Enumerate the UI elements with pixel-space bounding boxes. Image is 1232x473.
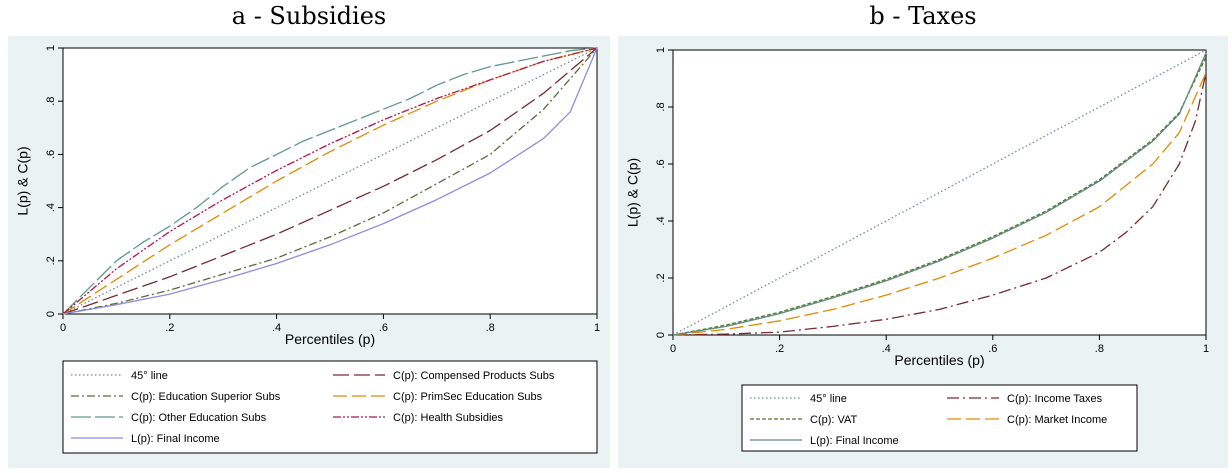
series-line-1 (62, 47, 598, 315)
legend-label-2: C(p): Education Superior Subs (131, 391, 281, 403)
y-tick-label: .2 (45, 256, 57, 265)
plot-area (672, 49, 1207, 336)
y-tick-label: 1 (45, 45, 57, 51)
x-tick-label: 0 (60, 322, 66, 334)
x-tick-label: 1 (594, 322, 600, 334)
y-tick-label: .4 (655, 216, 667, 225)
y-tick-label: .8 (45, 97, 57, 106)
chart-panel-b: 0 .2 .4 .6 .8 1 0 .2 .4 .6 .8 1 Percentiles (p) L(p) … (618, 36, 1228, 468)
legend-label-1: C(p): Compensed Products Subs (393, 370, 555, 382)
legend-label-3: C(p): PrimSec Education Subs (393, 391, 543, 403)
x-axis-label: Percentiles (p) (894, 352, 984, 368)
x-tick-label: .8 (486, 322, 495, 334)
legend-label-4: C(p): Other Education Subs (131, 412, 267, 424)
x-tick-label: 0 (670, 343, 676, 355)
legend-label-0: 45° line (131, 370, 168, 382)
series-line-1 (672, 72, 1207, 336)
series-line-0 (672, 49, 1207, 336)
chart-title-b: b - Taxes (869, 2, 977, 30)
series-line-2 (62, 47, 598, 315)
y-axis-label: L(p) & C(p) (625, 158, 641, 227)
y-tick-label: .6 (655, 159, 667, 168)
series-line-3 (672, 72, 1207, 336)
chart-title-a: a - Subsidies (231, 2, 387, 30)
x-axis-label: Percentiles (p) (285, 331, 375, 347)
legend-label-6: L(p): Final Income (131, 433, 220, 445)
legend-box (741, 384, 1138, 452)
legend-label-0: 45° line (810, 393, 847, 405)
y-tick-label: .4 (45, 203, 57, 212)
y-tick-label: .6 (45, 150, 57, 159)
y-tick-label: 1 (655, 47, 667, 53)
series-line-6 (62, 47, 598, 315)
chart-b-svg: 0 .2 .4 .6 .8 1 0 .2 .4 .6 .8 1 Percentiles (p) L(p) … (625, 47, 1209, 452)
legend-label-3: C(p): Market Income (1007, 414, 1107, 426)
legend-label-2: C(p): VAT (810, 414, 858, 426)
legend-label-4: L(p): Final Income (810, 435, 899, 447)
series-line-4 (62, 47, 598, 315)
x-tick-label: .4 (272, 322, 281, 334)
y-axis-label: L(p) & C(p) (15, 146, 31, 215)
y-tick-label: 0 (45, 311, 57, 317)
y-tick-label: .2 (655, 273, 667, 282)
chart-panel-a: 0 .2 .4 .6 .8 1 0 .2 .4 .6 .8 1 Percentiles (p) L(p) … (8, 36, 610, 468)
series-line-5 (62, 47, 598, 315)
series-line-2 (672, 56, 1207, 336)
series-line-0 (62, 47, 598, 315)
x-tick-label: .2 (775, 343, 784, 355)
x-tick-label: .2 (165, 322, 174, 334)
y-tick-label: 0 (655, 332, 667, 338)
x-tick-label: .4 (882, 343, 891, 355)
legend-box (62, 360, 598, 454)
legend-label-5: C(p): Health Subsidies (393, 412, 504, 424)
y-tick-label: .8 (655, 102, 667, 111)
legend-label-1: C(p): Income Taxes (1007, 393, 1103, 405)
x-tick-label: .6 (379, 322, 388, 334)
x-tick-label: .8 (1095, 343, 1104, 355)
x-tick-label: 1 (1203, 343, 1209, 355)
chart-a-svg: 0 .2 .4 .6 .8 1 0 .2 .4 .6 .8 1 Percentiles (p) L(p) … (15, 45, 600, 454)
x-tick-label: .6 (988, 343, 997, 355)
series-line-4 (672, 52, 1207, 336)
